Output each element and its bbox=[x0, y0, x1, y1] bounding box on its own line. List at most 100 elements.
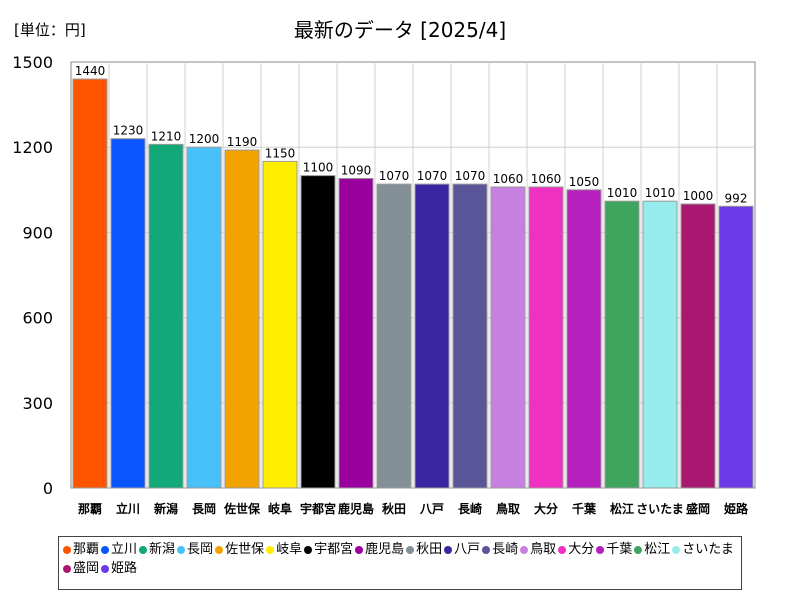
bar bbox=[528, 186, 564, 489]
data-label: 1000 bbox=[683, 189, 714, 203]
bar bbox=[604, 200, 640, 489]
legend-marker bbox=[304, 545, 313, 554]
x-tick-label: 長崎 bbox=[458, 501, 482, 516]
legend-label: 鹿児島 bbox=[365, 542, 405, 557]
legend-item: 盛岡 bbox=[63, 559, 99, 578]
data-label: 1100 bbox=[303, 161, 334, 175]
x-tick-label: さいたま bbox=[636, 502, 684, 516]
data-label: 1230 bbox=[113, 124, 144, 138]
data-label: 1210 bbox=[151, 129, 182, 143]
bar bbox=[414, 183, 450, 489]
bar bbox=[338, 177, 374, 489]
legend-item: 姫路 bbox=[101, 559, 137, 578]
y-tick-label: 600 bbox=[22, 309, 53, 328]
x-tick-label: 新潟 bbox=[154, 501, 178, 516]
legend-marker bbox=[215, 545, 224, 554]
x-tick-label: 宇都宮 bbox=[300, 501, 336, 516]
legend-item: 佐世保 bbox=[215, 540, 264, 559]
data-label: 1050 bbox=[569, 175, 600, 189]
x-tick-label: 秋田 bbox=[382, 501, 406, 516]
y-tick-label: 300 bbox=[22, 394, 53, 413]
data-label: 1070 bbox=[455, 169, 486, 183]
legend-item: 秋田 bbox=[406, 540, 442, 559]
legend-label: 盛岡 bbox=[73, 561, 100, 576]
data-label: 1010 bbox=[607, 186, 638, 200]
y-tick-label: 1500 bbox=[12, 53, 53, 72]
legend-marker bbox=[634, 545, 643, 554]
legend-item: 千葉 bbox=[596, 540, 632, 559]
bar bbox=[186, 146, 222, 489]
unit-label: [単位：円] bbox=[14, 21, 86, 39]
bar bbox=[566, 189, 602, 489]
bar bbox=[224, 149, 260, 489]
legend-marker bbox=[672, 545, 681, 554]
legend-marker bbox=[355, 545, 364, 554]
x-tick-label: 鹿児島 bbox=[338, 501, 374, 516]
legend-marker bbox=[63, 564, 71, 573]
x-tick-label: 岐阜 bbox=[268, 501, 292, 516]
x-tick-label: 姫路 bbox=[724, 501, 749, 516]
legend-marker bbox=[139, 545, 148, 554]
legend-label: さいたま bbox=[682, 542, 734, 557]
legend-item: 立川 bbox=[101, 540, 137, 559]
x-tick-label: 八戸 bbox=[419, 502, 444, 516]
data-label: 1440 bbox=[75, 64, 106, 78]
data-label: 1190 bbox=[227, 135, 258, 149]
data-label: 1010 bbox=[645, 186, 676, 200]
legend-label: 新潟 bbox=[149, 542, 176, 557]
legend-label: 八戸 bbox=[454, 542, 481, 557]
bar bbox=[148, 143, 184, 489]
x-tick-label: 鳥取 bbox=[496, 501, 520, 516]
legend-item: 新潟 bbox=[139, 540, 175, 559]
legend-marker bbox=[406, 545, 415, 554]
data-label: 1070 bbox=[417, 169, 448, 183]
bar bbox=[300, 175, 336, 489]
bar bbox=[376, 183, 412, 489]
legend-label: 鳥取 bbox=[530, 542, 557, 557]
legend-item: 那覇 bbox=[63, 540, 99, 559]
legend-item: 長岡 bbox=[177, 540, 213, 559]
bar bbox=[262, 160, 298, 489]
legend-marker bbox=[63, 545, 71, 554]
bar bbox=[110, 138, 146, 489]
legend-marker bbox=[596, 545, 605, 554]
legend-item: 岐阜 bbox=[266, 540, 302, 559]
bar bbox=[718, 205, 754, 489]
data-label: 1070 bbox=[379, 169, 410, 183]
x-tick-label: 長岡 bbox=[192, 501, 216, 516]
data-label: 1200 bbox=[189, 132, 220, 146]
legend-label: 那覇 bbox=[73, 542, 100, 557]
data-label: 992 bbox=[725, 191, 748, 205]
bar bbox=[72, 78, 108, 489]
x-tick-label: 盛岡 bbox=[686, 501, 710, 516]
legend-label: 大分 bbox=[568, 542, 595, 557]
legend-label: 長岡 bbox=[187, 542, 214, 557]
legend-label: 長崎 bbox=[492, 542, 519, 557]
y-tick-label: 1200 bbox=[12, 138, 53, 157]
y-tick-label: 900 bbox=[22, 223, 53, 242]
legend-label: 佐世保 bbox=[225, 542, 265, 557]
bar bbox=[642, 200, 678, 489]
legend-marker bbox=[177, 545, 186, 554]
legend-item: 松江 bbox=[634, 540, 670, 559]
chart-title: 最新のデータ [2025/4] bbox=[293, 18, 507, 42]
x-tick-label: 立川 bbox=[116, 501, 140, 516]
legend-item: 八戸 bbox=[444, 540, 480, 559]
x-tick-label: 佐世保 bbox=[223, 501, 261, 516]
x-tick-label: 千葉 bbox=[572, 501, 597, 516]
x-tick-label: 松江 bbox=[610, 501, 634, 516]
legend-label: 松江 bbox=[644, 542, 671, 557]
legend-item: 長崎 bbox=[482, 540, 518, 559]
legend-label: 立川 bbox=[111, 542, 138, 557]
x-tick-label: 那覇 bbox=[78, 502, 102, 516]
data-label: 1060 bbox=[531, 172, 562, 186]
chart-legend: 那覇 立川 新潟 長岡 佐世保 岐阜 宇都宮 鹿児島 秋田 八戸 長崎 鳥取 大分 千葉 松江 さいたま盛岡姫… bbox=[58, 536, 742, 590]
legend-label: 千葉 bbox=[606, 542, 633, 557]
legend-marker bbox=[482, 545, 491, 554]
bar bbox=[452, 183, 488, 489]
legend-marker bbox=[444, 545, 453, 554]
legend-marker bbox=[101, 545, 110, 554]
legend-marker bbox=[520, 545, 529, 554]
